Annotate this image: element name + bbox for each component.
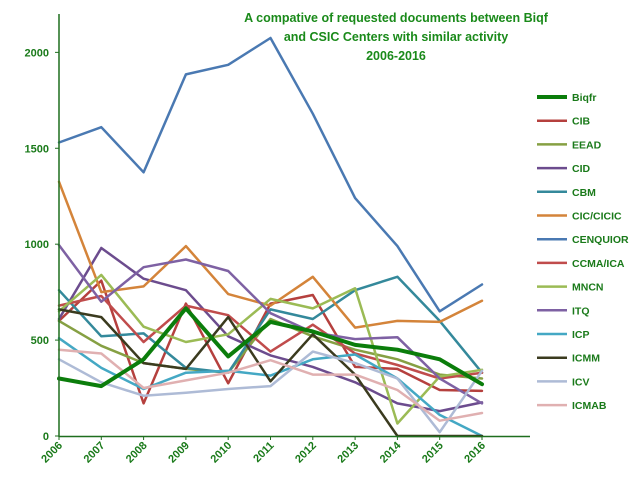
chart-title-line-3: 2006-2016 <box>366 49 426 63</box>
series-line-eead <box>57 317 484 380</box>
legend-label: ICMAB <box>572 400 607 412</box>
y-tick-label: 0 <box>43 431 49 443</box>
legend-label: CENQUIOR <box>572 234 629 246</box>
legend-label: CIB <box>572 116 591 128</box>
legend-label: ICMM <box>572 353 600 365</box>
series-line-icp <box>57 336 484 438</box>
legend-label: ITQ <box>572 305 590 317</box>
legend: Biqfr CIB EEAD CID CBM CIC/CICIC CENQUIOR CCMA/… <box>537 92 629 412</box>
legend-label: Biqfr <box>572 92 597 104</box>
series-line-cib <box>57 279 484 405</box>
y-tick-label: 500 <box>31 335 49 347</box>
series-line-cbm <box>57 275 484 374</box>
chart-title-line-2: and CSIC Centers with similar activity <box>284 30 508 44</box>
legend-label: CIC/CICIC <box>572 211 622 223</box>
legend-label: CID <box>572 163 591 175</box>
series-line-biqfr <box>57 306 484 389</box>
y-tick-label: 1500 <box>25 143 49 155</box>
y-tick-labels: 0 500 1000 1500 2000 <box>25 47 59 443</box>
legend-label: CCMA/ICA <box>572 258 625 270</box>
legend-label: ICP <box>572 329 590 341</box>
series-line-cenquior <box>57 36 484 313</box>
y-tick-label: 1000 <box>25 239 49 251</box>
legend-label: EEAD <box>572 139 602 151</box>
y-tick-label: 2000 <box>25 47 49 59</box>
chart-title-line-1: A compative of requested documents betwe… <box>244 11 549 25</box>
legend-label: CBM <box>572 187 596 199</box>
legend-label: MNCN <box>572 282 604 294</box>
series-line-icmab <box>57 348 484 422</box>
series-line-ccma-ica <box>57 294 484 380</box>
legend-label: ICV <box>572 376 590 388</box>
series-line-cic-cicic <box>57 180 484 329</box>
series-line-icv <box>57 350 484 434</box>
series-line-mncn <box>57 273 484 425</box>
